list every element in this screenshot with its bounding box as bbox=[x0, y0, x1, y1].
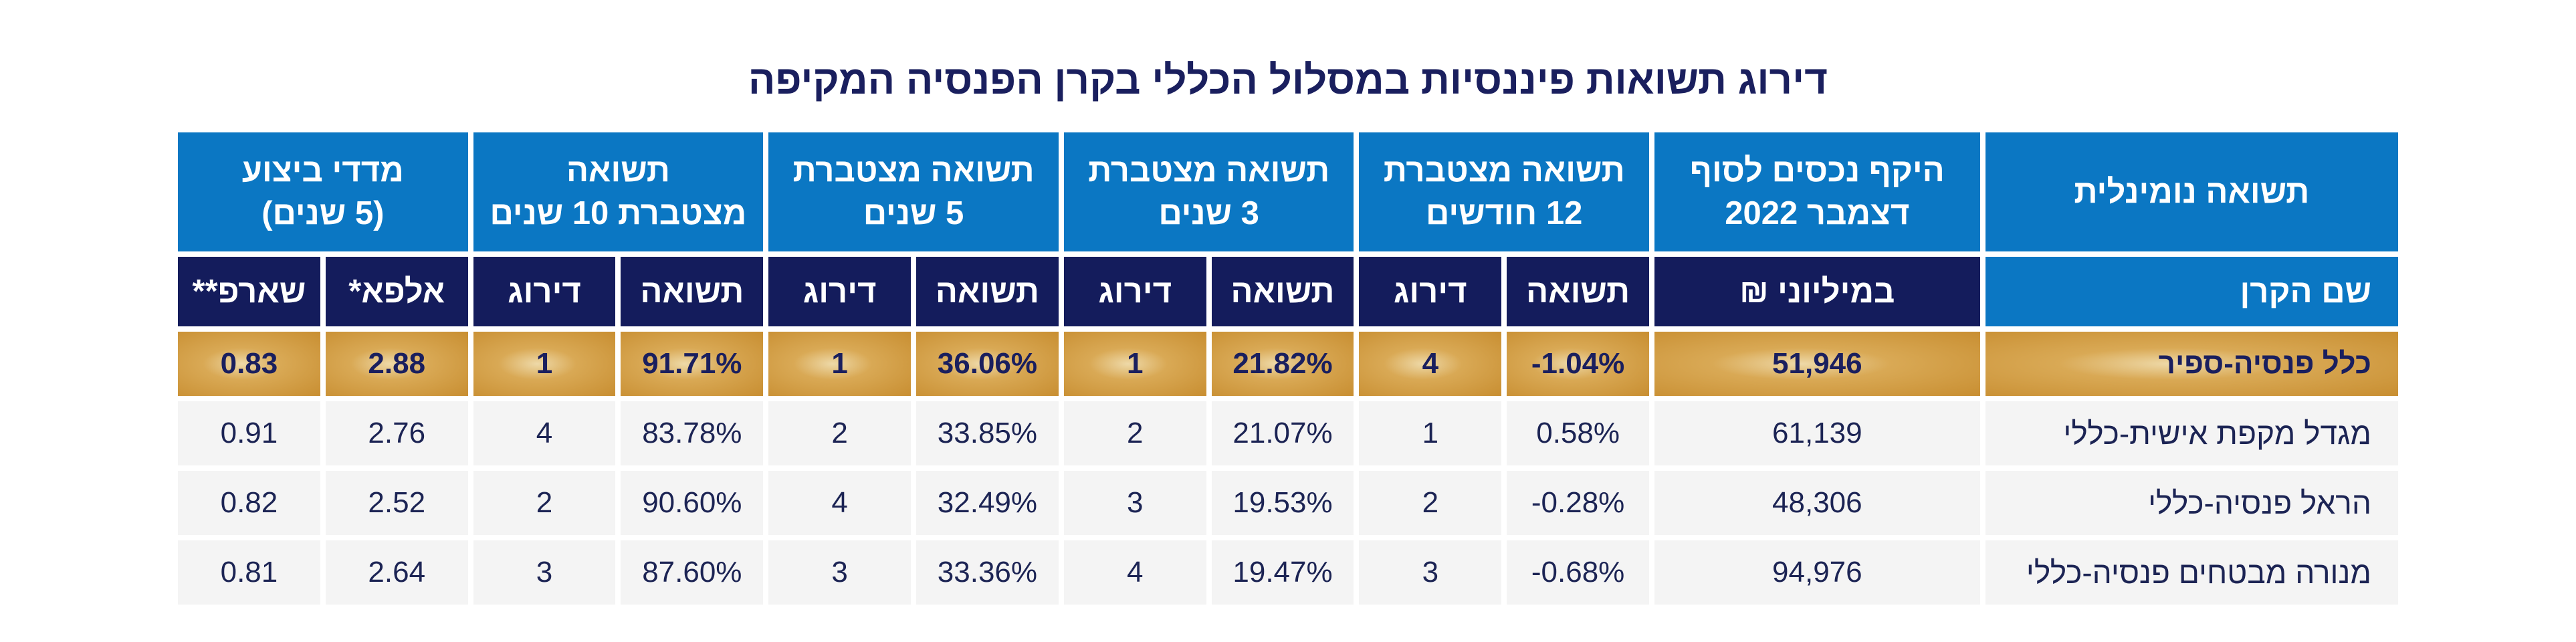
page-title: דירוג תשואות פיננסיות במסלול הכללי בקרן … bbox=[748, 58, 1828, 102]
cell-rank-10y: 1 bbox=[473, 332, 616, 396]
header-alpha: אלפא* bbox=[325, 257, 468, 326]
header-assets: היקף נכסים לסוף דצמבר 2022 bbox=[1654, 132, 1980, 251]
cell-assets: 94,976 bbox=[1654, 540, 1980, 605]
cell-rank-10y: 4 bbox=[473, 401, 616, 465]
cell-assets: 48,306 bbox=[1654, 471, 1980, 535]
cell-rank-12m: 2 bbox=[1359, 471, 1502, 535]
cell-return-3y: 19.53% bbox=[1211, 471, 1354, 535]
table-row: מנורה מבטחים פנסיה-כללי 94,976 -0.68% 3 … bbox=[178, 540, 2398, 605]
header-row-groups: תשואה נומינלית היקף נכסים לסוף דצמבר 2022… bbox=[178, 132, 2398, 251]
cell-alpha: 2.76 bbox=[325, 401, 468, 465]
header-rank-3y: דירוג bbox=[1063, 257, 1206, 326]
header-10-years: תשואה מצטברת 10 שנים bbox=[473, 132, 764, 251]
cell-return-5y: 32.49% bbox=[916, 471, 1059, 535]
table-row: הראל פנסיה-כללי 48,306 -0.28% 2 19.53% 3… bbox=[178, 471, 2398, 535]
cell-fund: כלל פנסיה-ספיר bbox=[1985, 332, 2398, 396]
cell-return-5y: 36.06% bbox=[916, 332, 1059, 396]
cell-rank-3y: 4 bbox=[1063, 540, 1206, 605]
cell-rank-3y: 3 bbox=[1063, 471, 1206, 535]
header-performance: מדדי ביצוע (5 שנים) bbox=[178, 132, 468, 251]
cell-rank-12m: 3 bbox=[1359, 540, 1502, 605]
header-row-columns: שם הקרן במיליוני ₪ תשואה דירוג תשואה דיר… bbox=[178, 257, 2398, 326]
cell-rank-10y: 2 bbox=[473, 471, 616, 535]
returns-table: תשואה נומינלית היקף נכסים לסוף דצמבר 2022… bbox=[173, 127, 2403, 610]
cell-assets: 51,946 bbox=[1654, 332, 1980, 396]
cell-rank-5y: 2 bbox=[768, 401, 911, 465]
cell-rank-5y: 4 bbox=[768, 471, 911, 535]
table-row-highlighted: כלל פנסיה-ספיר 51,946 -1.04% 4 21.82% 1 … bbox=[178, 332, 2398, 396]
cell-alpha: 2.52 bbox=[325, 471, 468, 535]
cell-alpha: 2.64 bbox=[325, 540, 468, 605]
header-fund-name: שם הקרן bbox=[1985, 257, 2398, 326]
cell-return-5y: 33.36% bbox=[916, 540, 1059, 605]
header-nominal-return: תשואה נומינלית bbox=[1985, 132, 2398, 251]
cell-fund: מגדל מקפת אישית-כללי bbox=[1985, 401, 2398, 465]
cell-rank-5y: 3 bbox=[768, 540, 911, 605]
header-sharpe: שארפ** bbox=[178, 257, 320, 326]
returns-table-container: תשואה נומינלית היקף נכסים לסוף דצמבר 2022… bbox=[173, 127, 2403, 610]
cell-return-3y: 21.07% bbox=[1211, 401, 1354, 465]
header-return-10y: תשואה bbox=[621, 257, 764, 326]
cell-sharpe: 0.91 bbox=[178, 401, 320, 465]
cell-rank-3y: 1 bbox=[1063, 332, 1206, 396]
header-millions: במיליוני ₪ bbox=[1654, 257, 1980, 326]
cell-rank-5y: 1 bbox=[768, 332, 911, 396]
header-3-years: תשואה מצטברת 3 שנים bbox=[1063, 132, 1354, 251]
cell-rank-3y: 2 bbox=[1063, 401, 1206, 465]
header-rank-10y: דירוג bbox=[473, 257, 616, 326]
cell-fund: הראל פנסיה-כללי bbox=[1985, 471, 2398, 535]
cell-sharpe: 0.82 bbox=[178, 471, 320, 535]
cell-sharpe: 0.83 bbox=[178, 332, 320, 396]
cell-rank-12m: 4 bbox=[1359, 332, 1502, 396]
table-row: מגדל מקפת אישית-כללי 61,139 0.58% 1 21.0… bbox=[178, 401, 2398, 465]
header-12-months: תשואה מצטברת 12 חודשים bbox=[1359, 132, 1649, 251]
cell-assets: 61,139 bbox=[1654, 401, 1980, 465]
header-return-5y: תשואה bbox=[916, 257, 1059, 326]
cell-return-10y: 87.60% bbox=[621, 540, 764, 605]
cell-fund: מנורה מבטחים פנסיה-כללי bbox=[1985, 540, 2398, 605]
header-rank-12m: דירוג bbox=[1359, 257, 1502, 326]
cell-return-5y: 33.85% bbox=[916, 401, 1059, 465]
cell-return-12m: -0.28% bbox=[1507, 471, 1649, 535]
cell-return-12m: -0.68% bbox=[1507, 540, 1649, 605]
header-return-12m: תשואה bbox=[1507, 257, 1649, 326]
cell-alpha: 2.88 bbox=[325, 332, 468, 396]
header-rank-5y: דירוג bbox=[768, 257, 911, 326]
cell-return-12m: 0.58% bbox=[1507, 401, 1649, 465]
cell-return-10y: 91.71% bbox=[621, 332, 764, 396]
cell-return-10y: 83.78% bbox=[621, 401, 764, 465]
cell-return-3y: 19.47% bbox=[1211, 540, 1354, 605]
header-5-years: תשואה מצטברת 5 שנים bbox=[768, 132, 1059, 251]
cell-sharpe: 0.81 bbox=[178, 540, 320, 605]
cell-return-12m: -1.04% bbox=[1507, 332, 1649, 396]
cell-rank-10y: 3 bbox=[473, 540, 616, 605]
header-return-3y: תשואה bbox=[1211, 257, 1354, 326]
cell-return-10y: 90.60% bbox=[621, 471, 764, 535]
cell-rank-12m: 1 bbox=[1359, 401, 1502, 465]
cell-return-3y: 21.82% bbox=[1211, 332, 1354, 396]
